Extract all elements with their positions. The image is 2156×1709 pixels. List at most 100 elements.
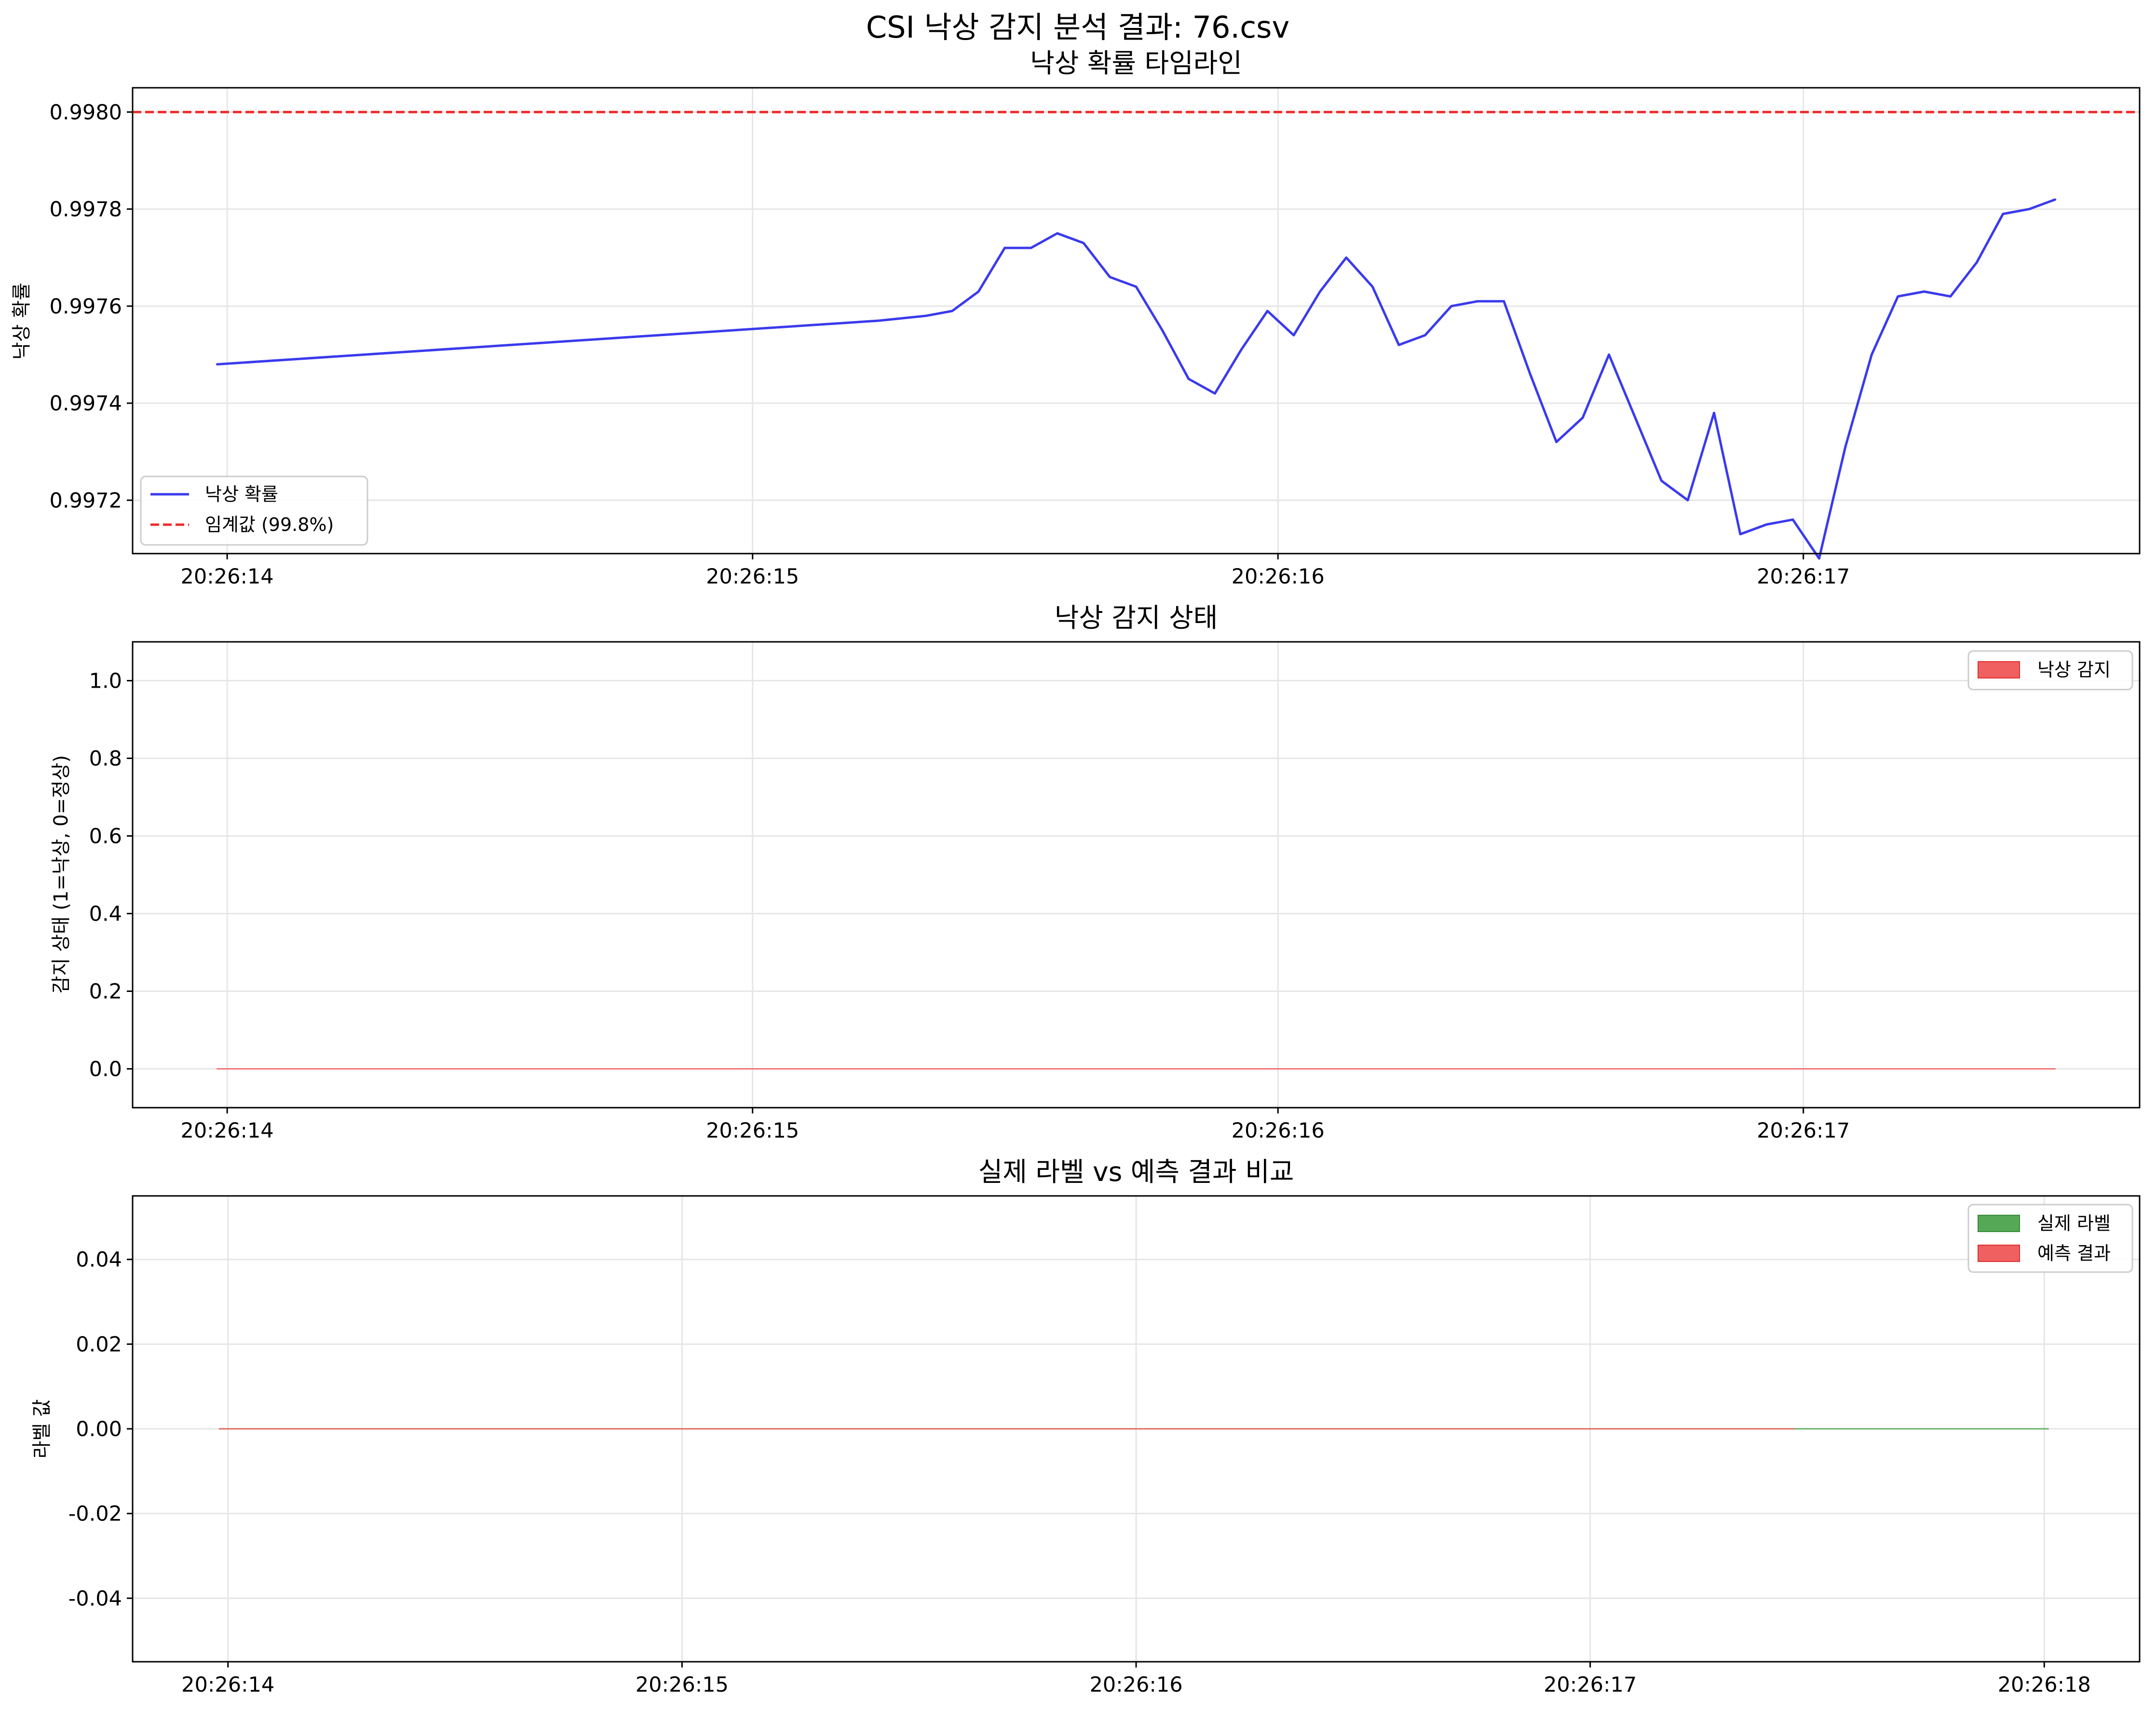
probability-point (1739, 533, 1741, 535)
x-tick-label: 20:26:17 (1544, 1673, 1637, 1697)
probability-point (1030, 247, 1032, 249)
probability-point (1161, 329, 1163, 331)
probability-point (1661, 480, 1663, 482)
legend-label-fall: 낙상 감지 (2037, 659, 2111, 680)
probability-point (1950, 296, 1952, 298)
probability-point (1135, 286, 1137, 288)
probability-point (1319, 291, 1321, 293)
y-tick-label: 0.9980 (50, 100, 122, 124)
y-tick-label: 0.6 (89, 825, 122, 849)
probability-point (1345, 257, 1347, 258)
panel-3-frame (132, 1195, 2141, 1663)
probability-point (1004, 247, 1006, 249)
x-tick-label: 20:26:16 (1232, 565, 1325, 589)
probability-point (216, 364, 217, 366)
probability-point (2055, 198, 2057, 200)
probability-point (1529, 373, 1531, 375)
probability-point (1503, 300, 1505, 302)
panel-3-title: 실제 라벨 vs 예측 결과 비교 (978, 1156, 1294, 1187)
y-tick-label: 0.04 (76, 1248, 122, 1272)
panel-2-legend: 낙상 감지 (1967, 650, 2133, 691)
y-tick-label: 0.9974 (50, 392, 122, 416)
x-tick-label: 20:26:14 (181, 1673, 274, 1697)
legend-swatch-actual (1978, 1215, 2020, 1232)
legend-swatch-fall (1978, 661, 2020, 678)
y-tick-label: 0.0 (89, 1058, 122, 1082)
y-tick-label: 0.2 (89, 980, 122, 1004)
y-tick-label: 1.0 (89, 669, 122, 693)
probability-point (1214, 393, 1216, 394)
panel-1-frame (132, 87, 2141, 555)
probability-point (1293, 334, 1295, 336)
probability-point (1976, 261, 1978, 263)
x-tick-label: 20:26:17 (1757, 565, 1850, 589)
probability-line (217, 198, 2056, 560)
probability-point (1477, 300, 1478, 302)
y-tick-label: -0.02 (68, 1502, 122, 1526)
probability-point (878, 320, 880, 322)
probability-point (1687, 499, 1689, 501)
y-tick-label: 0.00 (76, 1417, 122, 1441)
y-tick-label: 0.02 (76, 1332, 122, 1356)
x-tick-label: 20:26:16 (1089, 1673, 1182, 1697)
probability-point (1109, 276, 1111, 278)
probability-point (925, 315, 927, 317)
probability-point (1398, 344, 1400, 346)
panel-1-ylabel: 낙상 확률 (11, 283, 33, 360)
probability-point (1765, 524, 1767, 526)
fall-detection-status-panel: 낙상 감지 상태 감지 상태 (1=낙상, 0=정상) 20:26:14 20:2… (50, 602, 2141, 1143)
probability-point (1582, 417, 1584, 419)
probability-point (2002, 213, 2004, 215)
x-tick-label: 20:26:15 (636, 1673, 729, 1697)
probability-point (977, 291, 979, 293)
probability-point (1792, 519, 1794, 521)
x-tick-label: 20:26:15 (706, 1119, 799, 1143)
panel-2-title: 낙상 감지 상태 (1055, 602, 1218, 633)
probability-point (1451, 305, 1452, 307)
x-tick-label: 20:26:14 (181, 565, 274, 589)
probability-point (1713, 412, 1715, 414)
legend-label-probability: 낙상 확률 (205, 484, 278, 505)
legend-label-predicted: 예측 결과 (2037, 1243, 2111, 1264)
legend-label-threshold: 임계값 (99.8%) (205, 514, 334, 535)
probability-point (1424, 334, 1426, 336)
probability-point (2028, 208, 2030, 210)
probability-point (1556, 441, 1558, 443)
probability-timeline-panel: 낙상 확률 타임라인 낙상 확률 20:26:14 20:26:15 20:26:1… (11, 48, 2141, 589)
probability-point (1240, 349, 1242, 351)
probability-point (1057, 232, 1058, 234)
x-tick-label: 20:26:16 (1232, 1119, 1325, 1143)
probability-point (1897, 296, 1899, 298)
probability-point (1818, 557, 1820, 559)
probability-point (1371, 286, 1373, 288)
legend-label-actual: 실제 라벨 (2037, 1213, 2111, 1234)
panel-1-title: 낙상 확률 타임라인 (1030, 48, 1242, 79)
y-tick-label: 0.4 (89, 902, 122, 926)
probability-point (1266, 310, 1268, 312)
panel-1-legend: 낙상 확률 임계값 (99.8%) (140, 475, 368, 546)
legend-swatch-predicted (1978, 1245, 2020, 1262)
figure-suptitle: CSI 낙상 감지 분석 결과: 76.csv (866, 10, 1289, 45)
panel-2-ylabel: 감지 상태 (1=낙상, 0=정상) (50, 755, 72, 993)
probability-point (951, 310, 953, 312)
probability-point (1871, 353, 1872, 355)
probability-point (1844, 446, 1846, 448)
probability-point (1083, 242, 1085, 244)
y-tick-label: 0.9976 (50, 295, 122, 319)
y-tick-label: 0.9972 (50, 488, 122, 513)
y-tick-label: 0.9978 (50, 198, 122, 222)
probability-point (1188, 378, 1190, 380)
probability-point (1634, 417, 1636, 419)
y-tick-label: 0.8 (89, 747, 122, 771)
panel-2-frame (132, 641, 2141, 1109)
label-vs-prediction-panel: 실제 라벨 vs 예측 결과 비교 라벨 값 20:26:14 20:26:15 2… (31, 1156, 2141, 1697)
x-tick-label: 20:26:18 (1998, 1673, 2091, 1697)
x-tick-label: 20:26:15 (706, 565, 799, 589)
y-tick-label: -0.04 (68, 1587, 122, 1611)
x-tick-label: 20:26:14 (181, 1119, 274, 1143)
x-tick-label: 20:26:17 (1757, 1119, 1850, 1143)
probability-point (1923, 291, 1925, 293)
panel-3-legend: 실제 라벨 예측 결과 (1967, 1204, 2133, 1273)
probability-point (1608, 353, 1610, 355)
